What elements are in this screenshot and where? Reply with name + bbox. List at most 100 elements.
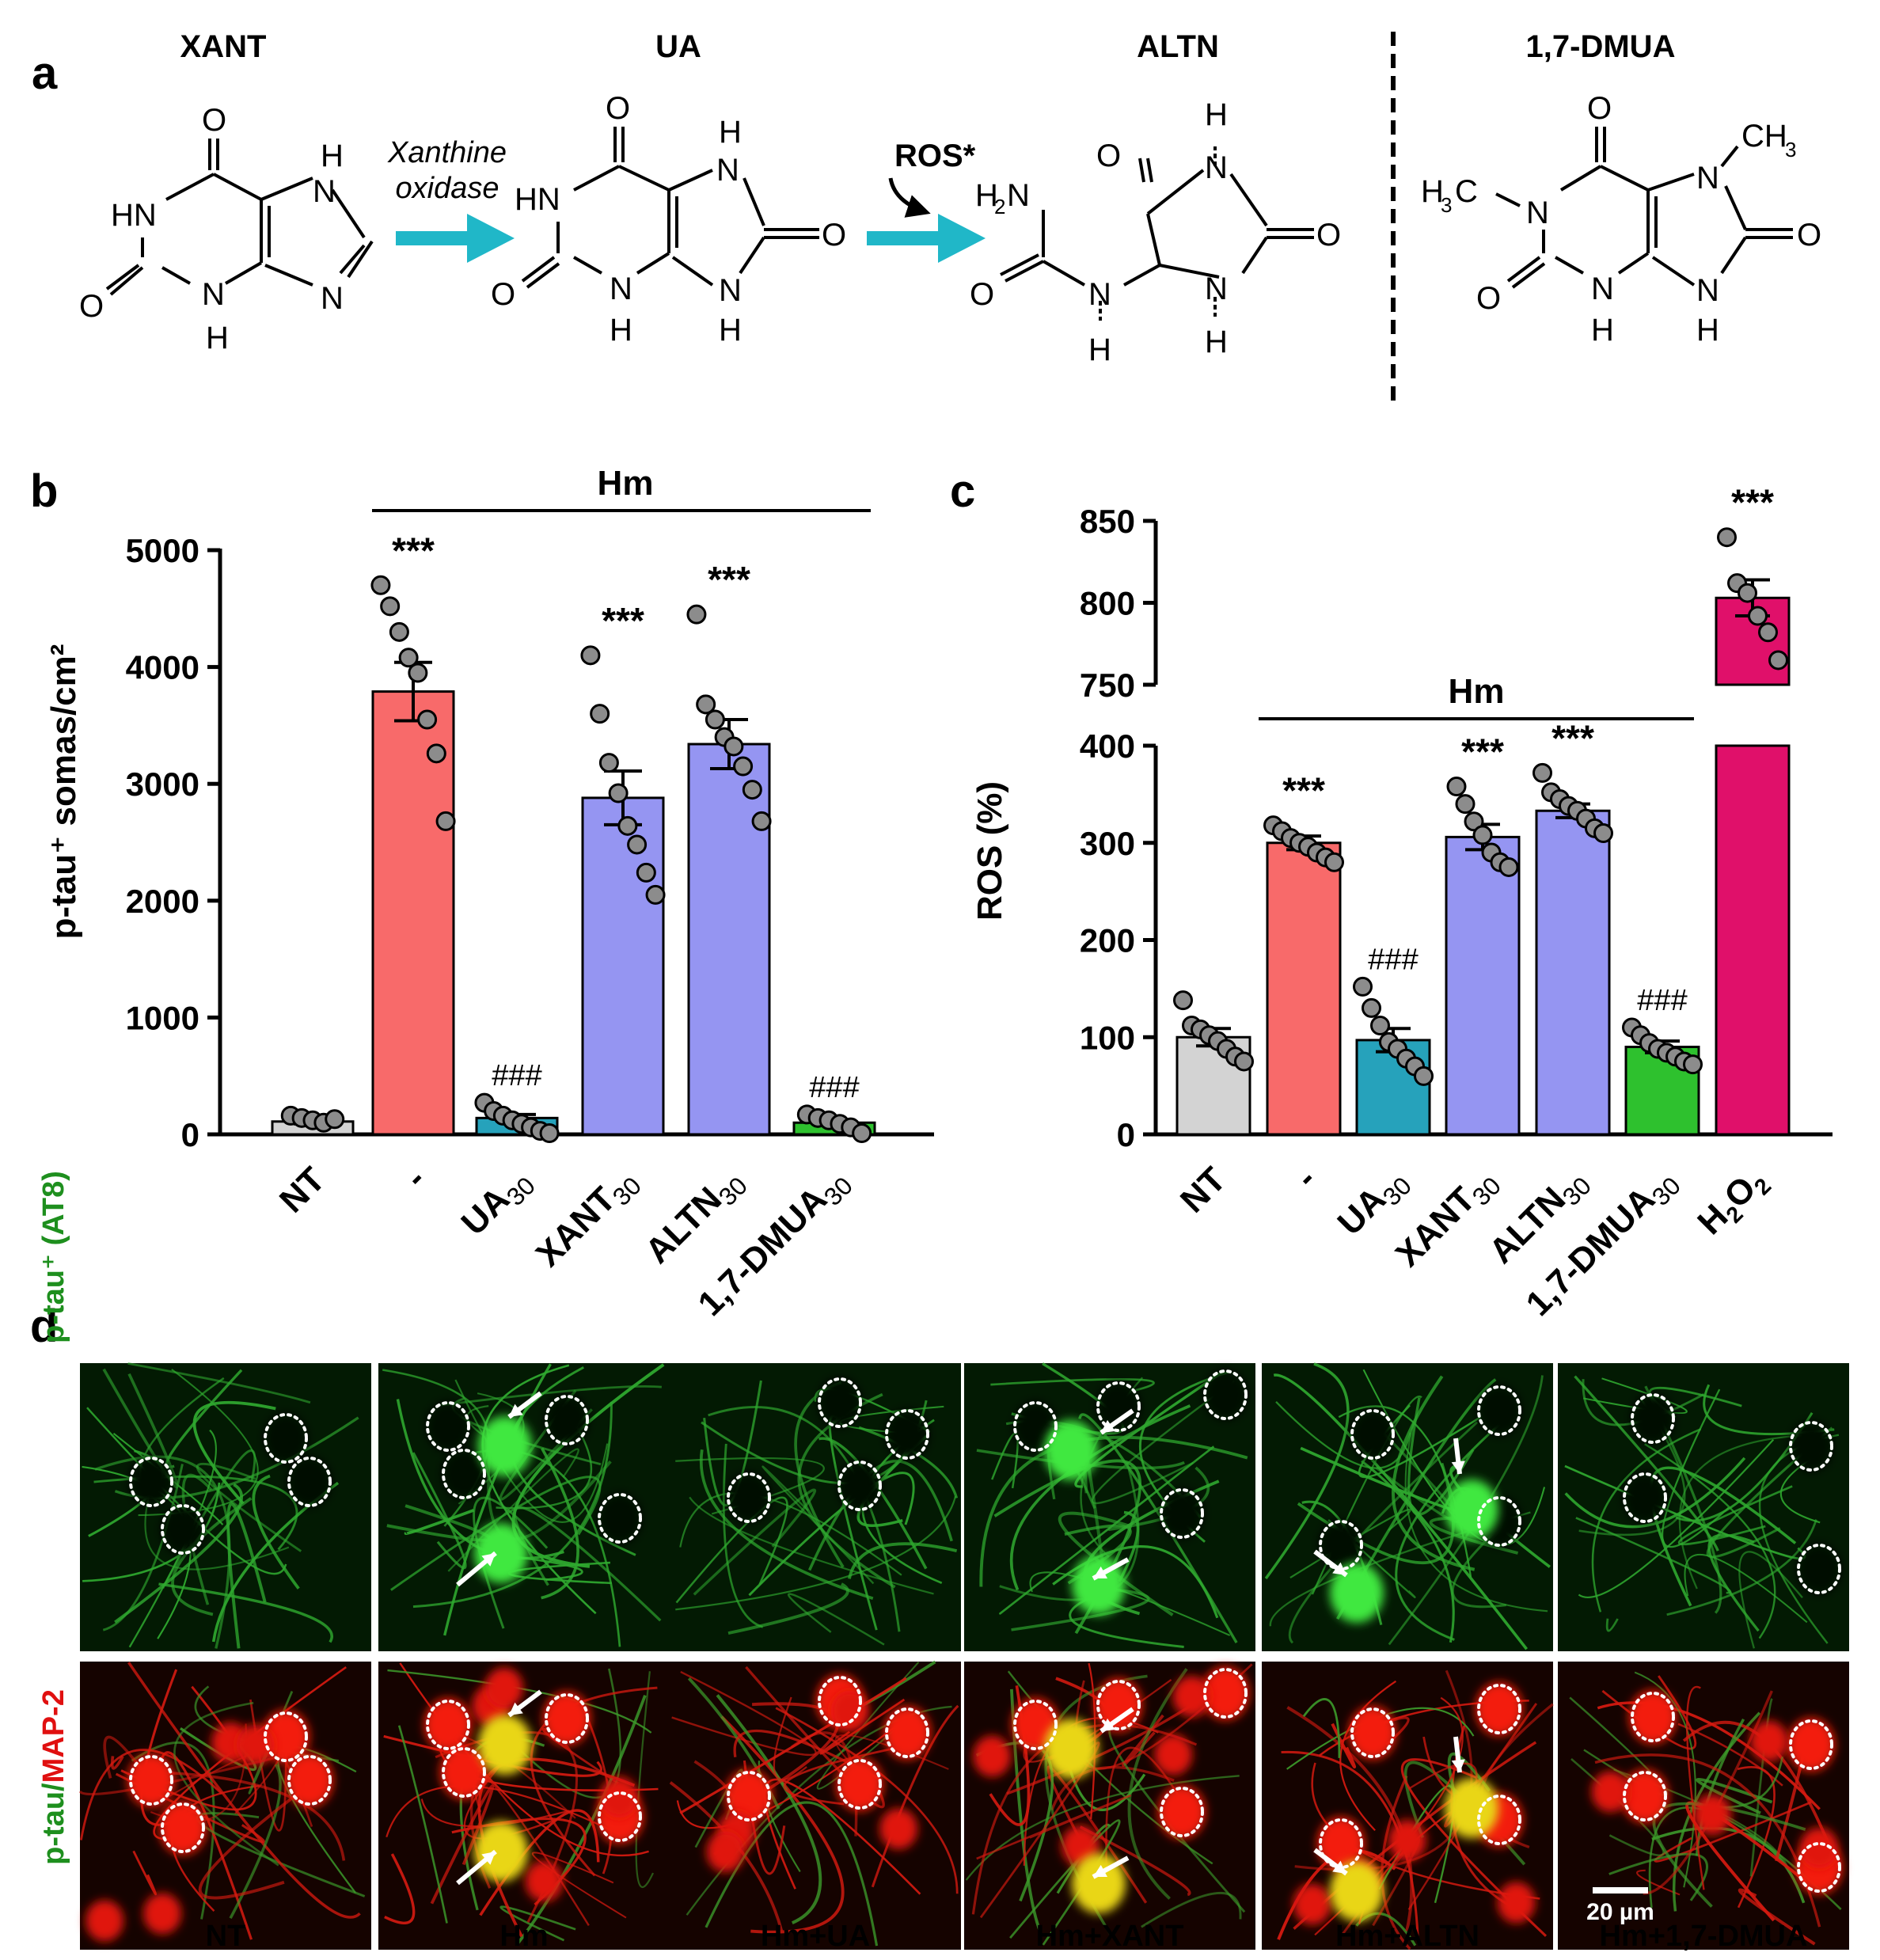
svg-text:N: N bbox=[1088, 277, 1111, 312]
panel-b-data-point bbox=[325, 1109, 345, 1130]
micrograph-caption: Hm+1,7-DMUA bbox=[1600, 1920, 1808, 1953]
neurite bbox=[1678, 1434, 1802, 1590]
svg-text:O: O bbox=[970, 277, 994, 312]
unlabeled-soma bbox=[818, 1378, 861, 1427]
panel-b-data-point bbox=[389, 621, 409, 642]
micrograph-caption: Hm+XANT bbox=[1036, 1920, 1184, 1953]
neurite bbox=[1578, 1438, 1775, 1598]
panel-c-bar bbox=[1445, 835, 1521, 1136]
neuron-soma bbox=[836, 1757, 883, 1811]
svg-text:3: 3 bbox=[1785, 138, 1796, 161]
neurite bbox=[384, 1853, 416, 1925]
neurite bbox=[1666, 1519, 1817, 1616]
neuron-soma bbox=[1787, 1718, 1835, 1772]
unlabeled-soma bbox=[1790, 1422, 1833, 1471]
soma-dotted-outline bbox=[426, 1700, 470, 1750]
svg-text:N: N bbox=[1696, 161, 1719, 196]
soma-dotted-outline bbox=[264, 1711, 308, 1762]
svg-text:H: H bbox=[1591, 313, 1614, 348]
panel-c-bar bbox=[1535, 809, 1611, 1136]
neuron-soma bbox=[599, 1776, 638, 1818]
neuron-soma bbox=[440, 1745, 488, 1799]
svg-text:O: O bbox=[1316, 218, 1341, 253]
neurite bbox=[1275, 1401, 1411, 1469]
panel-b-data-point bbox=[435, 811, 456, 831]
neurite bbox=[1281, 1751, 1419, 1943]
panel-c-ylabel: ROS (%) bbox=[970, 781, 1009, 921]
neurite bbox=[819, 1698, 906, 1755]
svg-text:2: 2 bbox=[994, 195, 1005, 218]
svg-text:O: O bbox=[1587, 91, 1612, 126]
panel-b-significance: *** bbox=[602, 600, 644, 641]
neurite bbox=[1264, 1362, 1350, 1580]
neuron-soma bbox=[973, 1735, 1012, 1777]
ptau-micrograph bbox=[80, 1362, 371, 1651]
panel-c-bar-lower bbox=[1715, 744, 1791, 1136]
neuron-soma bbox=[725, 1769, 773, 1823]
panel-c-group-label: Hm bbox=[1449, 672, 1505, 711]
unlabeled-soma bbox=[1624, 1473, 1666, 1522]
unlabeled-soma bbox=[130, 1457, 173, 1506]
merge-micrograph bbox=[964, 1662, 1255, 1950]
soma-dotted-outline bbox=[1160, 1787, 1204, 1837]
panel-c-bar bbox=[1266, 841, 1342, 1136]
panel-b-data-point bbox=[636, 862, 656, 883]
neurite bbox=[1583, 1377, 1688, 1415]
svg-text:N: N bbox=[1696, 273, 1719, 308]
micrograph-grid: 20 µm bbox=[78, 1362, 1849, 1951]
unlabeled-soma bbox=[1320, 1521, 1362, 1570]
panel-b-group-label: Hm bbox=[598, 464, 654, 503]
soma-dotted-outline bbox=[818, 1377, 862, 1428]
neuron-soma bbox=[883, 1706, 931, 1760]
svg-text:O: O bbox=[202, 103, 226, 138]
neuron-soma bbox=[127, 1753, 175, 1807]
svg-text:H: H bbox=[1421, 174, 1444, 209]
soma-dotted-outline bbox=[1013, 1401, 1058, 1452]
svg-text:C: C bbox=[1455, 174, 1478, 209]
neurite bbox=[999, 1445, 1215, 1615]
neuron-soma bbox=[1158, 1785, 1206, 1839]
neuron-soma bbox=[1317, 1817, 1365, 1871]
neurite bbox=[1634, 1671, 1696, 1888]
white-arrow-head bbox=[481, 1852, 496, 1865]
panel-c-ytick-label: 200 bbox=[1080, 922, 1135, 959]
neurite bbox=[675, 1496, 788, 1604]
svg-text:H: H bbox=[321, 139, 344, 173]
neurite bbox=[1737, 1766, 1776, 1909]
panel-c-data-point bbox=[1532, 762, 1552, 783]
soma-dotted-outline bbox=[1477, 1496, 1521, 1547]
neurite bbox=[390, 1476, 602, 1591]
ptau-micrograph bbox=[1262, 1362, 1553, 1651]
soma-dotted-outline bbox=[837, 1461, 882, 1511]
ptau-positive-soma bbox=[1330, 1563, 1384, 1623]
soma-dotted-outline bbox=[1096, 1680, 1141, 1730]
neurite bbox=[511, 1363, 665, 1568]
panel-c-significance: ### bbox=[1368, 943, 1418, 976]
panel-a-chemistry: a XANT UA ALTN 1,7-DMUA O HN O N bbox=[32, 29, 1821, 408]
panel-c-significance: *** bbox=[1551, 717, 1594, 758]
unlabeled-soma bbox=[1160, 1489, 1203, 1538]
soma-dotted-outline bbox=[1789, 1719, 1833, 1770]
panel-c-significance: *** bbox=[1282, 770, 1325, 811]
soma-dotted-outline bbox=[818, 1676, 862, 1726]
panel-b-ytick-label: 4000 bbox=[126, 649, 199, 686]
neurite bbox=[1636, 1869, 1681, 1896]
panel-b-data-point bbox=[696, 694, 716, 715]
panel-c-category-label: XANT30 bbox=[1388, 1160, 1506, 1278]
panel-c-data-point bbox=[1455, 794, 1476, 815]
neurite bbox=[773, 1696, 807, 1781]
svg-text:N: N bbox=[313, 174, 336, 209]
svg-text:O: O bbox=[79, 289, 104, 324]
panel-b-data-point bbox=[408, 663, 428, 683]
neurite bbox=[132, 1850, 157, 1896]
panel-b-data-point bbox=[417, 709, 438, 730]
soma-dotted-outline bbox=[598, 1493, 642, 1544]
panel-c-data-point bbox=[1353, 976, 1373, 997]
neuron-soma bbox=[1591, 1771, 1630, 1813]
soma-dotted-outline bbox=[1789, 1421, 1833, 1472]
neurite bbox=[1648, 1806, 1842, 1910]
neurite bbox=[181, 1473, 213, 1605]
soma-dotted-outline bbox=[287, 1755, 332, 1806]
panel-b-data-point bbox=[426, 743, 446, 764]
panel-c-data-point bbox=[1173, 990, 1193, 1011]
